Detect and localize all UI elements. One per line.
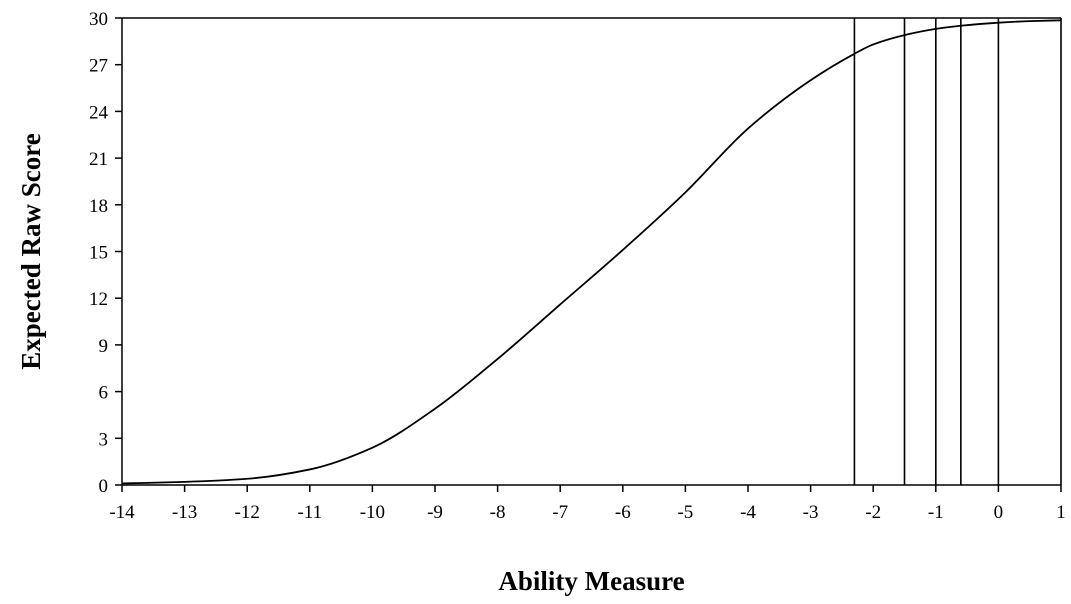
y-tick-label: 6 <box>99 383 109 404</box>
x-ticks: -14 -13 -12 -11 -10 -9 -8 -7 -6 -5 -4 -3 -2 -1 0 1 <box>109 485 1066 523</box>
y-tick-label: 21 <box>89 149 108 170</box>
x-tick-label: -11 <box>297 502 322 523</box>
x-tick-label: -3 <box>803 502 819 523</box>
y-axis-title: Expected Raw Score <box>16 133 46 369</box>
plot-area <box>121 17 1061 486</box>
x-tick-label: -7 <box>552 502 568 523</box>
curve-layer <box>121 19 1062 485</box>
vertical-marker-lines <box>853 18 1062 485</box>
x-tick-label: -4 <box>740 502 756 523</box>
x-tick-label: 0 <box>994 502 1004 523</box>
x-tick-label: -9 <box>427 502 443 523</box>
y-ticks: 0 3 6 9 12 15 18 21 24 27 30 <box>89 9 122 497</box>
x-tick-label: -13 <box>172 502 197 523</box>
y-tick-label: 3 <box>99 429 109 450</box>
x-tick-label: -5 <box>677 502 693 523</box>
x-tick-label: 1 <box>1056 502 1066 523</box>
expected-score-curve <box>121 19 1062 485</box>
x-tick-label: -1 <box>928 502 944 523</box>
y-tick-label: 9 <box>99 336 109 357</box>
y-tick-label: 0 <box>99 476 109 497</box>
y-tick-label: 24 <box>89 102 109 123</box>
y-tick-label: 30 <box>89 9 108 30</box>
x-tick-label: -2 <box>865 502 881 523</box>
y-tick-label: 15 <box>89 243 108 264</box>
x-tick-label: -10 <box>360 502 385 523</box>
x-tick-label: -14 <box>109 502 135 523</box>
x-tick-label: -12 <box>235 502 260 523</box>
x-axis-title: Ability Measure <box>498 566 684 596</box>
x-tick-label: -8 <box>490 502 506 523</box>
y-tick-label: 12 <box>89 289 108 310</box>
y-tick-label: 27 <box>89 56 108 77</box>
y-tick-label: 18 <box>89 196 108 217</box>
x-tick-label: -6 <box>615 502 631 523</box>
